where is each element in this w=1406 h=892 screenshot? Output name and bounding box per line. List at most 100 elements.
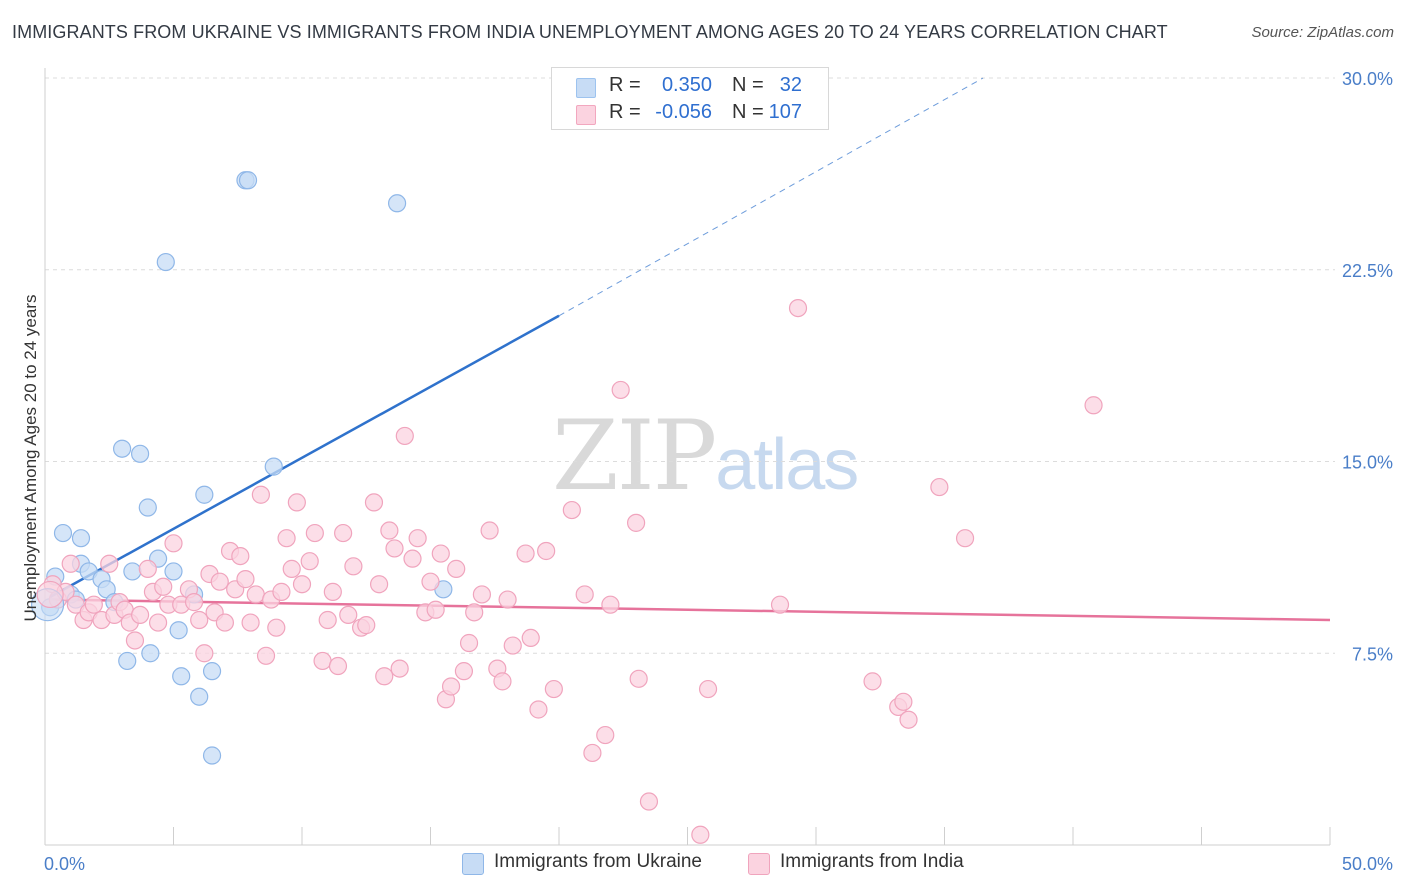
india-point bbox=[267, 618, 286, 637]
india-point bbox=[431, 544, 450, 563]
legend-n-label: N = bbox=[732, 74, 764, 96]
india-point bbox=[287, 493, 306, 512]
tick-labels: 7.5% 15.0% 22.5% 30.0% 0.0% 50.0% bbox=[44, 69, 1393, 874]
ukraine-point bbox=[71, 529, 91, 548]
india-point bbox=[459, 633, 479, 653]
india-point bbox=[339, 605, 358, 625]
india-point bbox=[899, 710, 918, 729]
india-point bbox=[601, 595, 620, 614]
chart-title: IMMIGRANTS FROM UKRAINE VS IMMIGRANTS FR… bbox=[12, 22, 1168, 42]
india-point bbox=[596, 725, 615, 745]
india-point bbox=[300, 552, 319, 571]
ukraine-point bbox=[387, 194, 407, 213]
ukraine-point bbox=[130, 444, 150, 463]
y-tick-label: 15.0% bbox=[1342, 453, 1393, 473]
india-swatch bbox=[576, 105, 596, 125]
india-point bbox=[521, 628, 540, 648]
india-point bbox=[639, 792, 659, 811]
ukraine-trend-extension bbox=[558, 77, 984, 317]
legend-n-label: N = bbox=[732, 101, 764, 123]
ukraine-point bbox=[190, 687, 209, 706]
ukraine-point bbox=[238, 171, 258, 190]
india-point bbox=[611, 380, 630, 400]
india-point bbox=[305, 523, 324, 543]
watermark-atlas: atlas bbox=[715, 425, 859, 505]
india-point bbox=[770, 595, 790, 614]
ukraine-point bbox=[112, 439, 132, 458]
india-point bbox=[472, 585, 491, 604]
india-point bbox=[863, 672, 882, 691]
grid-lines bbox=[45, 77, 1335, 654]
legend-n-value: 32 bbox=[779, 74, 802, 96]
india-point bbox=[380, 521, 399, 540]
india-point bbox=[788, 299, 808, 318]
y-tick-label: 7.5% bbox=[1352, 644, 1393, 664]
india-point bbox=[164, 534, 183, 553]
india-point bbox=[385, 539, 404, 558]
india-point bbox=[441, 677, 461, 696]
trend-lines bbox=[49, 77, 1331, 622]
india-point bbox=[364, 493, 384, 512]
ukraine-point bbox=[202, 746, 222, 765]
y-tick-label: 30.0% bbox=[1342, 69, 1393, 89]
ukraine-swatch bbox=[576, 78, 596, 98]
india-point bbox=[583, 743, 602, 763]
correlation-legend: R = 0.350 N = 32 R = -0.056 N = 107 bbox=[551, 67, 829, 130]
india-point bbox=[138, 559, 157, 578]
india-point bbox=[447, 559, 466, 578]
india-point bbox=[184, 593, 204, 612]
axes bbox=[44, 68, 1331, 846]
india-point bbox=[154, 577, 173, 596]
india-point bbox=[256, 646, 276, 665]
india-point bbox=[313, 651, 332, 671]
india-point bbox=[100, 554, 119, 573]
india-point bbox=[465, 603, 484, 622]
india-point bbox=[403, 549, 422, 568]
india-point bbox=[955, 529, 975, 548]
india-point bbox=[282, 559, 301, 578]
india-point bbox=[529, 700, 548, 719]
india-point bbox=[36, 580, 64, 609]
india-point bbox=[421, 572, 440, 591]
india-point bbox=[84, 595, 103, 614]
india-point bbox=[370, 575, 389, 594]
india-point bbox=[231, 546, 250, 566]
india-point bbox=[236, 570, 255, 589]
india-point bbox=[626, 513, 646, 532]
data-points bbox=[30, 171, 1103, 844]
india-point bbox=[562, 500, 581, 520]
india-point bbox=[148, 613, 168, 632]
legend-r-value: 0.350 bbox=[661, 74, 712, 96]
india-point bbox=[125, 631, 145, 650]
india-point bbox=[408, 529, 427, 548]
india-point bbox=[493, 672, 512, 691]
x-tick-label: 50.0% bbox=[1342, 854, 1393, 874]
india-point bbox=[210, 572, 229, 591]
india-point bbox=[498, 590, 517, 609]
india-point bbox=[375, 667, 394, 686]
india-point bbox=[1084, 396, 1103, 415]
ukraine-point bbox=[202, 662, 222, 681]
india-legend-swatch bbox=[748, 853, 770, 875]
ukraine-point bbox=[169, 621, 188, 640]
ukraine-point bbox=[264, 457, 283, 476]
india-point bbox=[503, 636, 522, 655]
ukraine-point bbox=[195, 485, 214, 504]
legend-r-label: R = bbox=[609, 74, 641, 96]
india-legend-label: Immigrants from India bbox=[780, 851, 964, 872]
ukraine-point bbox=[164, 562, 183, 581]
india-point bbox=[277, 529, 296, 548]
india-point bbox=[195, 644, 214, 663]
source-label: Source: ZipAtlas.com bbox=[1251, 24, 1394, 41]
india-point bbox=[395, 426, 414, 446]
india-point bbox=[61, 554, 80, 573]
legend-r-value: -0.056 bbox=[655, 101, 712, 123]
india-point bbox=[629, 669, 648, 688]
india-point bbox=[215, 613, 234, 632]
y-axis-label: Unemployment Among Ages 20 to 24 years bbox=[21, 295, 40, 622]
x-tick-label: 0.0% bbox=[44, 854, 85, 874]
india-trend-line bbox=[50, 598, 1331, 622]
india-point bbox=[241, 613, 260, 632]
india-point bbox=[537, 541, 556, 561]
